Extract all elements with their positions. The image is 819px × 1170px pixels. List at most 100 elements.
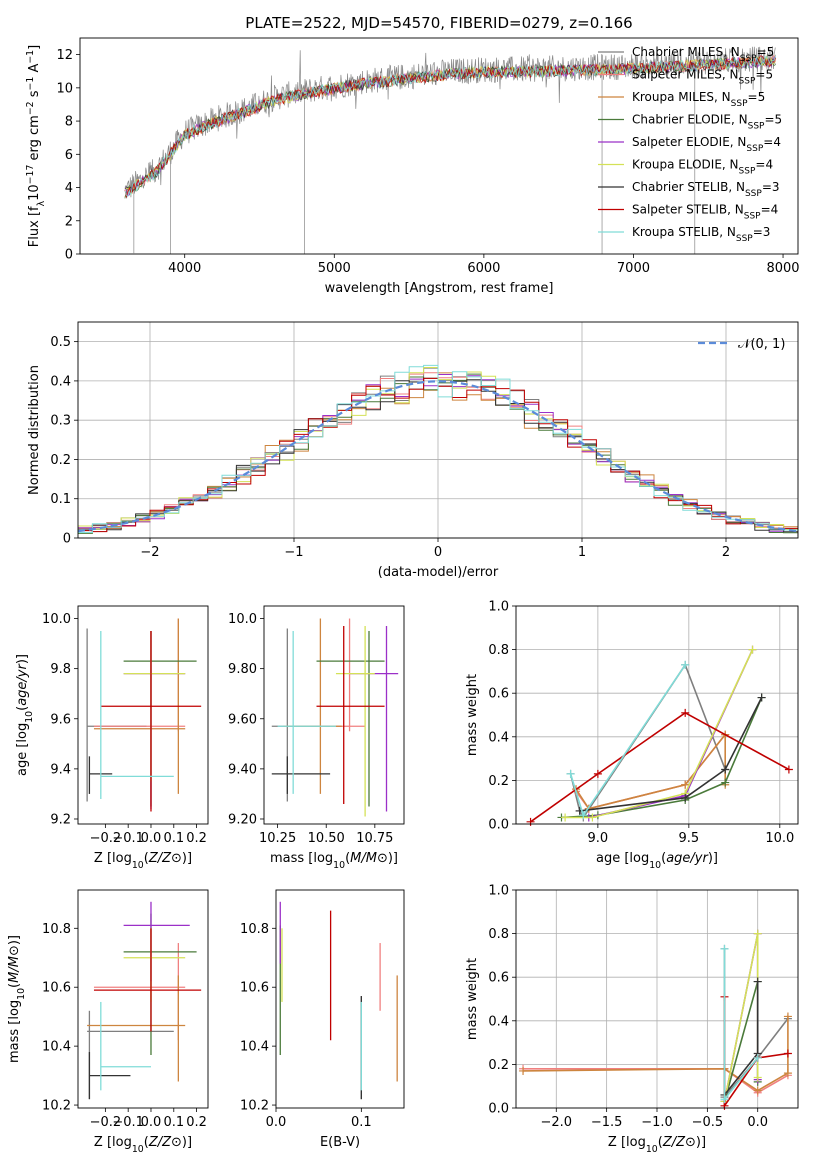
legend-label: Chabrier ELODIE, NSSP=5 [632,113,782,132]
histogram-kroupa-stelib [78,364,798,533]
y-tick-label: 9.60 [228,712,257,727]
y-tick-label: 10.8 [42,922,71,937]
legend-label: Chabrier MILES, NSSP=5 [632,45,774,64]
weight-line-kroupa-stelib [569,664,686,818]
y-axis-label: Flux [fλ10−17 erg cm−2 s−1 A−1] [25,45,47,247]
errorbar-group [271,618,399,817]
weight-marker-kroupa-elodie [748,645,757,654]
y-tick-label: 0.2 [488,1058,509,1073]
weight-line-salpeter-stelib [530,711,790,823]
x-axis-label: Z [log10(Z/Z⊙)] [608,1135,706,1155]
y-tick-label: 9.8 [50,662,71,677]
y-tick-label: 2 [65,214,73,229]
y-tick-label: 0.0 [488,818,509,833]
x-tick-label: 9.0 [588,831,609,846]
legend-label: Salpeter MILES, NSSP=5 [632,68,773,87]
y-axis-label: mass [log10(M/M⊙)] [7,935,27,1063]
histogram-group [78,364,798,537]
weight-marker-kroupa-miles [753,1086,762,1095]
weight-marker-chabrier-stelib [681,793,690,802]
y-tick-label: 0.6 [488,971,509,986]
weight-marker-kroupa-stelib [720,944,729,953]
y-tick-label: 10.0 [228,612,257,627]
plot-frame [77,889,209,1109]
mass-vs-metallicity-panel: −0.2−0.10.0 0.1 0.2 10.2 10.4 10.6 10.8 Z [log1… [7,889,209,1155]
y-tick-label: 10.8 [240,922,269,937]
y-tick-label: 0.3 [50,414,71,429]
weight-marker-kroupa-miles [783,1069,792,1078]
legend-label: Chabrier STELIB, NSSP=3 [632,180,780,199]
y-axis-label: age [log10(age/yr)] [15,654,35,776]
weight-series-group [526,645,793,826]
y-tick-label: 10.0 [42,612,71,627]
weight-marker-salpeter-stelib [784,765,793,774]
y-tick-label: 0 [65,248,73,263]
weight-marker-salpeter-stelib [783,1049,792,1058]
weight-marker-kroupa-stelib [720,1095,729,1104]
x-tick-label: 7000 [617,261,650,276]
y-tick-label: 0.0 [488,1102,509,1117]
figure-title: PLATE=2522, MJD=54570, FIBERID=0279, z=0… [245,14,632,32]
x-tick-label: −1.0 [641,1115,673,1130]
x-tick-label: −0.2 [90,1115,122,1130]
weight-marker-chabrier-stelib [753,977,762,986]
x-tick-label: −0.2 [90,831,122,846]
y-axis-label: mass weight [465,674,480,756]
residuals-panel: −2 −1 0 1 2 0 0.1 0.2 0.3 0.4 0.5 (data-model)/erro… [27,321,799,580]
plot-frame [263,605,405,825]
y-tick-label: 10 [56,81,73,96]
y-tick-label: 12 [56,48,73,63]
legend-label: Kroupa MILES, NSSP=5 [632,90,765,109]
x-tick-label: 0.0 [747,1115,768,1130]
weight-marker-chabrier-stelib [757,693,766,702]
mass-weight-vs-metallicity-panel: −2.0 −1.5 −1.0 −0.5 0.0 0.0 0.2 0.4 0.6 0.8 1.0 Z [… [465,884,799,1155]
x-tick-label: 1 [578,545,586,560]
legend-label: Salpeter STELIB, NSSP=4 [632,203,778,222]
y-tick-label: 1.0 [488,600,509,615]
x-tick-label: 0.1 [163,1115,184,1130]
x-tick-label: −0.1 [112,831,144,846]
weight-line-salpeter-elodie [588,649,754,819]
mass-weight-vs-age-panel: 9.0 9.5 10.0 0.0 0.2 0.4 0.6 0.8 1.0 age [log10(a… [465,600,799,871]
y-tick-label: 0.2 [50,453,71,468]
y-tick-label: 0.1 [50,492,71,507]
x-tick-label: 0.2 [186,831,207,846]
x-tick-label: 2 [722,545,730,560]
age-vs-mass-panel: 10.25 10.50 10.75 9.20 9.40 9.60 9.80 10.0 mass … [228,605,405,871]
y-axis-label: mass weight [465,958,480,1040]
x-tick-label: −1.5 [591,1115,623,1130]
y-tick-label: 0.2 [488,774,509,789]
weight-line-kroupa-miles [522,1016,789,1092]
weight-marker-kroupa-elodie [588,813,597,822]
x-tick-label: −2 [140,545,159,560]
y-tick-label: 6 [65,148,73,163]
weight-marker-salpeter-stelib [593,769,602,778]
plot-frame [79,37,799,255]
weight-marker-kroupa-stelib [566,769,575,778]
y-tick-label: 0.8 [488,643,509,658]
x-tick-label: 0.1 [351,1115,372,1130]
x-tick-label: 0.0 [141,1115,162,1130]
x-axis-label: wavelength [Angstrom, rest frame] [325,281,554,296]
plot-frame [515,605,799,825]
x-tick-label: 6000 [467,261,500,276]
x-tick-label: 0.2 [186,1115,207,1130]
y-tick-label: 10.2 [42,1099,71,1114]
weight-line-kroupa-elodie [565,649,754,819]
errorbar-group [279,901,398,1100]
normal-distribution-curve [78,380,798,533]
weight-marker-kroupa-stelib [753,1053,762,1062]
x-axis-label: mass [log10(M/M⊙)] [270,851,398,871]
y-tick-label: 10.4 [240,1040,269,1055]
y-tick-label: 9.40 [228,762,257,777]
x-tick-label: 10.50 [308,831,345,846]
x-tick-label: −2.0 [540,1115,572,1130]
legend-label: Kroupa ELODIE, NSSP=4 [632,158,773,177]
x-tick-label: 0.0 [141,831,162,846]
x-tick-label: 0.0 [266,1115,287,1130]
errorbar-group [87,901,202,1100]
spectrum-panel: 4000 5000 6000 7000 8000 0 2 4 6 8 10 12 wavelength … [25,37,800,296]
weight-marker-kroupa-stelib [579,811,588,820]
y-tick-label: 10.6 [240,981,269,996]
age-vs-metallicity-panel: −0.2−0.10.0 0.1 0.2 9.2 9.4 9.6 9.8 10.0 Z [log1… [15,605,209,871]
